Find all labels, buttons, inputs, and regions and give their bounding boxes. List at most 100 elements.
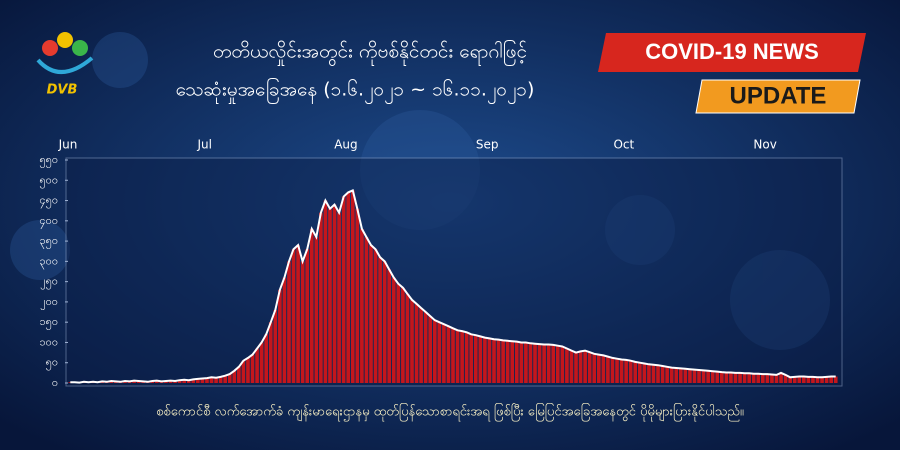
bar bbox=[583, 350, 587, 383]
bar bbox=[820, 377, 824, 383]
bar bbox=[237, 366, 241, 383]
bar bbox=[246, 357, 250, 383]
bar bbox=[186, 380, 191, 383]
bar bbox=[464, 332, 469, 383]
y-tick-label: ၃၅၀ bbox=[39, 234, 58, 249]
bar bbox=[227, 374, 232, 383]
bar bbox=[697, 370, 701, 383]
bar bbox=[724, 372, 729, 383]
bar bbox=[747, 373, 751, 383]
bar bbox=[278, 289, 282, 383]
bar bbox=[460, 331, 464, 383]
bar bbox=[797, 376, 802, 383]
bar bbox=[656, 365, 660, 383]
bar bbox=[733, 372, 738, 383]
y-tick-label: ၄၀၀ bbox=[39, 214, 58, 229]
bar bbox=[665, 366, 669, 383]
bar bbox=[346, 192, 351, 383]
bar bbox=[569, 350, 574, 383]
bar bbox=[442, 324, 446, 383]
bar bbox=[610, 357, 615, 383]
bar bbox=[405, 293, 410, 383]
bar bbox=[232, 370, 237, 383]
y-tick-label: ၂၅၀ bbox=[40, 275, 58, 290]
bar bbox=[701, 370, 706, 383]
bar bbox=[268, 322, 273, 383]
bar bbox=[683, 368, 688, 383]
x-tick-label: Jul bbox=[196, 138, 211, 152]
bar bbox=[792, 376, 797, 383]
bar bbox=[742, 373, 747, 383]
bar bbox=[328, 208, 332, 383]
bar bbox=[168, 380, 173, 383]
bar bbox=[182, 379, 187, 383]
y-tick-label: ၄၅၀ bbox=[39, 194, 58, 209]
bar bbox=[446, 326, 451, 383]
bar bbox=[155, 380, 159, 383]
bar bbox=[715, 371, 720, 383]
bar bbox=[350, 190, 355, 383]
bar bbox=[560, 346, 565, 383]
chart-subtitle: သေဆုံးမှုအခြေအနေ (၁.၆.၂၀၂၁ ~ ၁၆.၁၁.၂၀၂၁) bbox=[176, 77, 535, 105]
bar bbox=[574, 352, 578, 383]
y-tick-label: ၁၀၀ bbox=[39, 335, 58, 348]
bar bbox=[833, 376, 838, 383]
y-tick-label: ၅၀၀ bbox=[39, 173, 58, 188]
bar bbox=[309, 228, 314, 383]
bar bbox=[241, 360, 246, 383]
bar bbox=[669, 367, 674, 383]
bar bbox=[788, 377, 792, 383]
y-tick-label: ၅၅၀ bbox=[39, 153, 58, 168]
bar bbox=[218, 376, 223, 383]
bar bbox=[615, 358, 619, 383]
bar bbox=[255, 348, 259, 383]
news-badge bbox=[598, 33, 866, 72]
bar bbox=[651, 364, 656, 383]
bar bbox=[802, 376, 806, 383]
bar bbox=[437, 322, 442, 383]
x-tick-label: Aug bbox=[334, 138, 357, 152]
bar bbox=[177, 380, 182, 383]
bar bbox=[396, 283, 401, 383]
bar bbox=[765, 374, 770, 383]
bar bbox=[578, 351, 583, 383]
bar bbox=[606, 356, 610, 383]
bar bbox=[432, 320, 437, 383]
logo-text: DVB bbox=[47, 83, 78, 98]
bar bbox=[706, 370, 710, 383]
bar bbox=[483, 337, 487, 383]
bar bbox=[369, 245, 373, 383]
bar bbox=[660, 365, 665, 383]
bar bbox=[528, 343, 533, 383]
bar bbox=[410, 299, 414, 383]
bar bbox=[628, 360, 633, 383]
footer-note: စစ်ကောင်စီ လက်အောက်ခံ ကျန်းမာရေးဌာနမှ ထု… bbox=[156, 403, 744, 422]
bar bbox=[551, 344, 556, 383]
bar bbox=[501, 340, 505, 383]
bar bbox=[332, 204, 337, 383]
trend-line bbox=[70, 189, 836, 384]
bar bbox=[674, 367, 679, 383]
bar bbox=[710, 371, 715, 383]
bar bbox=[205, 378, 209, 383]
bar bbox=[469, 334, 474, 383]
bar bbox=[428, 316, 433, 383]
bar bbox=[250, 354, 255, 383]
bar bbox=[364, 237, 369, 383]
bar bbox=[273, 310, 278, 383]
bar bbox=[287, 261, 291, 383]
bar bbox=[783, 374, 788, 383]
y-tick-label: ၃၀၀ bbox=[39, 254, 58, 269]
bar bbox=[779, 372, 783, 383]
bar bbox=[291, 249, 296, 383]
update-badge bbox=[695, 79, 861, 114]
bar bbox=[319, 212, 323, 383]
x-tick-label: Oct bbox=[613, 138, 634, 152]
bar bbox=[478, 336, 483, 383]
bar bbox=[624, 359, 628, 383]
bar bbox=[423, 312, 428, 383]
bar bbox=[200, 378, 205, 383]
bar bbox=[314, 237, 319, 383]
bar bbox=[774, 374, 779, 383]
bar bbox=[373, 249, 378, 383]
